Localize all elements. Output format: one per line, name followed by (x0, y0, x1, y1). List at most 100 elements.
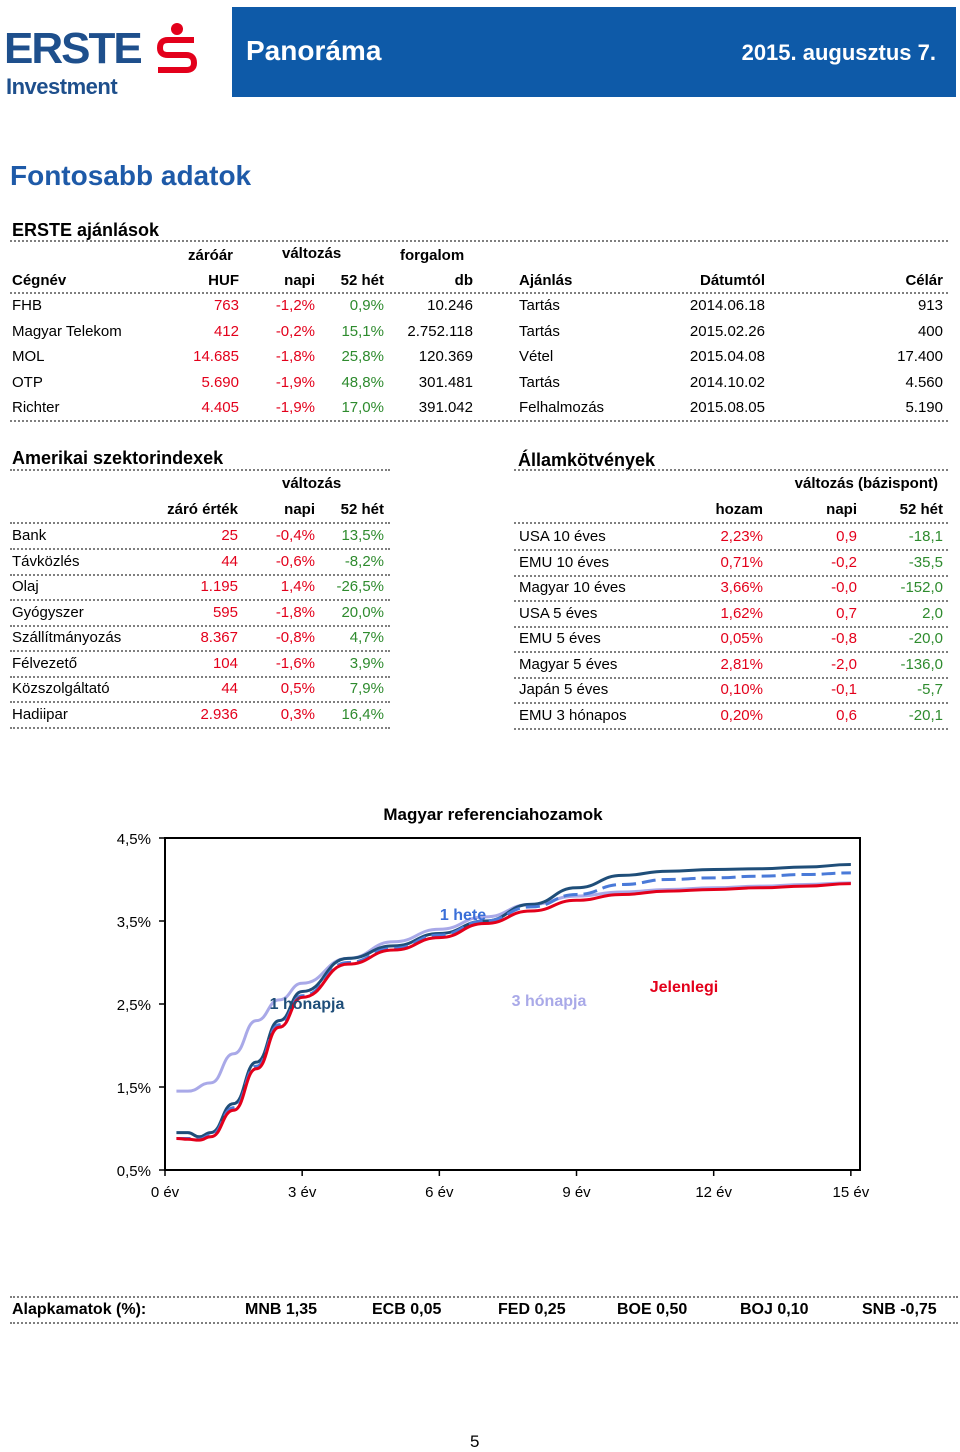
chart-title: Magyar referenciahozamok (383, 805, 603, 824)
table-row: Félvezető 104 -1,6% 3,9% (0, 655, 480, 677)
y-tick-label: 4,5% (117, 831, 151, 848)
table-row: Olaj 1.195 1,4% -26,5% (0, 578, 480, 600)
cell-rec: Vétel (519, 348, 554, 365)
erste-s-icon (156, 23, 198, 73)
rate-item: FED 0,25 (498, 1301, 566, 1318)
cell-name: Richter (12, 399, 60, 416)
cell-daily: -0,0 (831, 579, 857, 596)
table-row: OTP 5.690 -1,9% 48,8% 301.481 Tartás 2014.10.0… (0, 374, 960, 396)
col-napi: napi (284, 272, 315, 289)
cell-yield: 0,71% (720, 553, 763, 571)
cell-week52: 25,8% (341, 348, 384, 365)
divider (10, 522, 390, 524)
divider (10, 675, 390, 678)
cell-volume: 120.369 (418, 348, 473, 365)
cell-week52: 0,9% (349, 297, 384, 314)
header-banner: Panoráma 2015. augusztus 7. (232, 7, 956, 97)
logo-brand: ERSTE (4, 24, 143, 73)
table-row: Japán 5 éves 0,10% -0,1 -5,7 (480, 681, 960, 703)
divider (514, 651, 948, 653)
cell-date: 2015.02.26 (689, 322, 765, 340)
table-row: Gyógyszer 595 -1,8% 20,0% (0, 604, 480, 626)
y-tick-label: 3,5% (117, 914, 151, 931)
col-ajanlas: Ajánlás (519, 272, 573, 289)
cell-name: MOL (12, 348, 45, 365)
table-row: EMU 10 éves 0,71% -0,2 -35,5 (480, 554, 960, 576)
logo-sub: Investment (6, 74, 118, 99)
cell-week52: -136,0 (900, 655, 943, 673)
divider (10, 1296, 958, 1298)
cell-week52: -5,7 (917, 681, 943, 698)
cell-daily: -0,8% (275, 629, 315, 646)
divider (10, 650, 390, 652)
col-datumtol: Dátumtól (700, 272, 765, 289)
x-tick-label: 3 év (288, 1184, 317, 1201)
cell-name: Távközlés (12, 552, 80, 570)
divider (514, 676, 948, 679)
series-line-Jelenlegi (176, 882, 851, 1142)
cell-week52: -20,1 (908, 706, 943, 724)
series-label: 3 hónapja (512, 993, 587, 1010)
cell-week52: 20,0% (341, 603, 384, 621)
cell-daily: -1,9% (275, 399, 315, 416)
cell-daily: 1,4% (280, 578, 315, 595)
cell-week52: -18,1 (908, 528, 943, 545)
x-tick-label: 9 év (562, 1184, 591, 1201)
y-tick-label: 0,5% (117, 1163, 151, 1180)
publication-date: 2015. augusztus 7. (741, 40, 936, 65)
cell-name: Félvezető (12, 654, 78, 672)
cell-target: 400 (917, 322, 943, 340)
divider (10, 573, 390, 576)
col-zaro-ertek: záró érték (167, 501, 238, 518)
cell-daily: -2,0 (831, 655, 857, 673)
table-row: EMU 3 hónapos 0,20% 0,6 -20,1 (480, 707, 960, 729)
cell-name: Gyógyszer (12, 603, 84, 621)
series-line-1 hónapja (176, 863, 851, 1139)
table-row: Hadiipar 2.936 0,3% 16,4% (0, 706, 480, 728)
table-row: Magyar 10 éves 3,66% -0,0 -152,0 (480, 579, 960, 601)
divider (514, 625, 948, 628)
cell-daily: -1,9% (275, 373, 315, 391)
cell-daily: -0,2 (831, 553, 857, 571)
cell-daily: -0,8 (831, 630, 857, 647)
cell-week52: -20,0 (908, 630, 943, 647)
cell-name: USA 10 éves (519, 528, 606, 545)
cell-yield: 0,10% (720, 681, 763, 698)
x-tick-label: 15 év (833, 1184, 870, 1201)
col-huf: HUF (208, 272, 239, 289)
table-row: Magyar Telekom 412 -0,2% 15,1% 2.752.118 Tart… (0, 323, 960, 345)
header-forgalom: forgalom (400, 247, 465, 264)
erste-header-row: Cégnév HUF napi 52 hét db Ajánlás Dátumt… (0, 272, 960, 294)
series-label: 1 hónapja (270, 996, 345, 1013)
divider (10, 624, 390, 627)
cell-week52: -26,5% (336, 578, 384, 595)
cell-week52: -8,2% (344, 552, 384, 570)
cell-daily: 0,3% (280, 705, 315, 723)
erste-section-title: ERSTE ajánlások (12, 220, 160, 240)
page-title: Fontosabb adatok (10, 160, 252, 191)
col-napi: napi (826, 501, 857, 518)
cell-name: Magyar 5 éves (519, 655, 618, 673)
cell-price: 5.690 (201, 373, 239, 391)
cell-price: 412 (213, 322, 239, 340)
cell-yield: 2,81% (720, 655, 763, 673)
divider (10, 240, 948, 242)
divider (514, 469, 948, 471)
cell-name: EMU 3 hónapos (519, 706, 627, 724)
cell-close: 104 (212, 654, 238, 672)
series-line-3 hónapja (176, 881, 851, 1093)
cell-price: 14.685 (193, 348, 239, 365)
cell-week52: 2,0 (922, 604, 943, 622)
table-row: Közszolgáltató 44 0,5% 7,9% (0, 680, 480, 702)
divider (10, 599, 390, 601)
y-tick-label: 2,5% (117, 997, 151, 1014)
col-hozam: hozam (715, 501, 763, 518)
rate-item: SNB -0,75 (862, 1301, 937, 1318)
divider (10, 292, 948, 294)
cell-date: 2015.04.08 (689, 348, 765, 365)
cell-yield: 0,05% (720, 630, 763, 647)
sectors-header-row: záró érték napi 52 hét (0, 501, 480, 523)
series-label: 1 hete (440, 907, 486, 924)
table-row: FHB 763 -1,2% 0,9% 10.246 Tartás 2014.06.18 913 (0, 297, 960, 319)
cell-yield: 2,23% (720, 528, 763, 545)
